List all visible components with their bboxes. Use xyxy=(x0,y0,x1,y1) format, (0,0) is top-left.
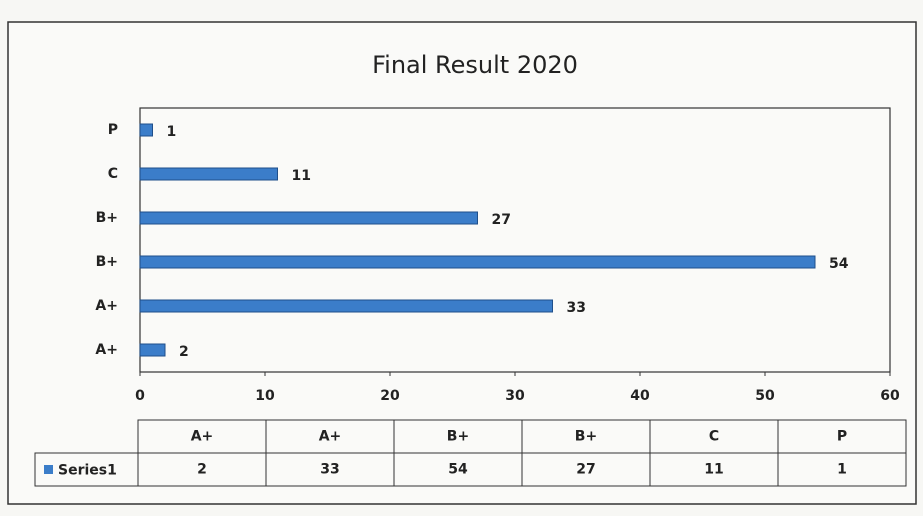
y-tick-label: B+ xyxy=(96,254,118,270)
bar xyxy=(139,211,478,225)
x-tick-label: 60 xyxy=(880,388,900,404)
table-value: 54 xyxy=(448,462,468,478)
chart-title: Final Result 2020 xyxy=(372,51,578,79)
x-tick-label: 10 xyxy=(255,388,275,404)
legend-label: Series1 xyxy=(58,463,117,479)
table-value: 33 xyxy=(320,462,339,478)
y-tick-label: C xyxy=(108,166,118,182)
bar xyxy=(139,299,553,313)
table-header: B+ xyxy=(447,429,469,445)
table-header: B+ xyxy=(575,429,597,445)
table-value: 1 xyxy=(837,462,847,478)
data-label: 2 xyxy=(179,344,189,360)
data-label: 54 xyxy=(829,256,849,272)
data-label: 33 xyxy=(567,300,586,316)
table-header: A+ xyxy=(191,429,214,445)
y-tick-label: A+ xyxy=(95,342,118,358)
y-tick-label: B+ xyxy=(96,210,118,226)
table-value: 11 xyxy=(704,462,723,478)
x-tick-label: 20 xyxy=(380,388,400,404)
table-value-cell xyxy=(777,452,907,487)
y-tick-label: P xyxy=(108,122,118,138)
legend-swatch xyxy=(44,465,53,474)
bar xyxy=(139,167,278,181)
data-label: 11 xyxy=(292,168,311,184)
x-tick-label: 0 xyxy=(135,388,145,404)
x-tick-label: 30 xyxy=(505,388,525,404)
table-value: 2 xyxy=(197,462,207,478)
bar xyxy=(139,123,153,137)
y-tick-label: A+ xyxy=(95,298,118,314)
table-header: P xyxy=(837,429,847,445)
data-label: 1 xyxy=(167,124,177,140)
table-header: C xyxy=(709,429,719,445)
bar xyxy=(139,255,816,269)
data-label: 27 xyxy=(492,212,511,228)
table-value: 27 xyxy=(576,462,595,478)
x-tick-label: 50 xyxy=(755,388,775,404)
table-header: A+ xyxy=(319,429,342,445)
x-tick-label: 40 xyxy=(630,388,650,404)
bar xyxy=(139,343,166,357)
